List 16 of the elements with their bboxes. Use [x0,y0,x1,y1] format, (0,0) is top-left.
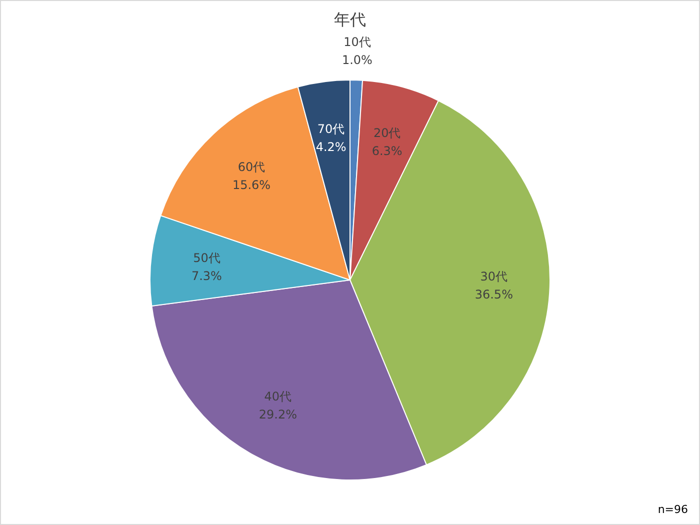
data-label: 6.3% [372,144,402,158]
slice-label: 50代 [193,250,220,265]
slice-label: 30代 [480,270,508,284]
data-label: 15.6% [232,178,271,192]
text: n=96 [658,503,688,516]
slice-label: 40代 [264,390,292,404]
data-label: 7.3% [191,268,222,283]
data-label: 4.2% [316,140,346,154]
slice-label: 10代 [344,35,371,50]
chart-title: 年代 [334,10,366,29]
data-label: 1.0% [342,53,372,68]
data-label: 36.5% [474,288,513,302]
slice-label: 20代 [373,126,401,140]
slice-label: 70代 [317,122,345,136]
data-label: 29.2% [258,408,297,422]
slice-label: 60代 [238,160,266,174]
